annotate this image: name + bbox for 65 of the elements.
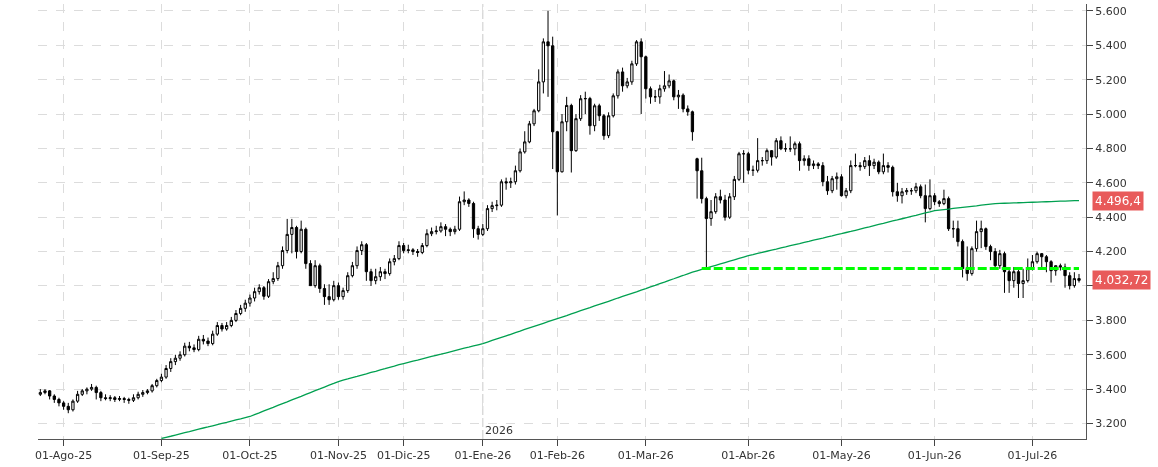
y-tick-label: 5.600 <box>1095 4 1127 18</box>
candlestick <box>485 204 490 232</box>
text: 4.496,4 <box>1095 194 1141 208</box>
candlestick <box>867 154 872 177</box>
candlestick <box>471 201 476 239</box>
candlestick <box>755 137 760 173</box>
candlestick <box>765 147 769 165</box>
ref-line-label: 2026 <box>485 424 513 437</box>
x-tick-label: 01-Jun-26 <box>907 449 962 463</box>
candlestick <box>588 96 592 136</box>
candlestick <box>1002 251 1007 294</box>
x-tick-label: 01-Mar-26 <box>617 449 674 463</box>
x-tick-label: 01-Ago-25 <box>35 449 93 463</box>
candlestick <box>839 173 844 198</box>
y-tick-label: 3.400 <box>1095 382 1127 396</box>
x-tick-label: 01-Nov-25 <box>309 449 367 463</box>
candlestick <box>1016 268 1021 299</box>
y-tick-label: 4.800 <box>1095 142 1127 156</box>
candlestick <box>1077 273 1081 284</box>
candlestick <box>61 400 66 411</box>
y-tick-label: 3.800 <box>1095 314 1127 328</box>
text: 4.032,72 <box>1095 273 1149 287</box>
candlestick <box>397 240 401 261</box>
candlestick <box>797 141 802 172</box>
candlestick <box>117 395 122 402</box>
line-series <box>160 200 1080 439</box>
candlestick <box>653 89 657 103</box>
candlestick <box>336 282 341 301</box>
candlestick <box>187 341 192 352</box>
candlestick <box>499 178 504 208</box>
candlestick <box>788 135 792 153</box>
candlestick <box>234 309 238 323</box>
x-tick-label: 01-Dic-25 <box>376 449 431 463</box>
candlestick <box>57 397 61 407</box>
candlestick <box>951 220 955 239</box>
candlestick <box>742 149 746 184</box>
y-tick-label: 4.400 <box>1095 211 1127 225</box>
y-tick-label: 4.200 <box>1095 245 1127 259</box>
x-tick-label: 01-Ene-26 <box>454 449 512 463</box>
x-tick-label: 01-Abr-26 <box>721 449 776 463</box>
candlestick <box>43 388 47 395</box>
y-tick-label: 3.200 <box>1095 417 1127 431</box>
x-tick-label: 01-Jul-26 <box>1007 449 1058 463</box>
x-tick-label: 01-May-26 <box>812 449 871 463</box>
candlestick <box>364 242 369 282</box>
y-tick-label: 5.400 <box>1095 39 1127 53</box>
y-tick-label: 5.000 <box>1095 107 1127 121</box>
candlestick <box>746 151 750 175</box>
candlestick <box>131 393 136 403</box>
candlestick <box>723 194 727 222</box>
candlestick <box>881 153 886 175</box>
candlestick <box>411 247 415 256</box>
candlestick <box>811 159 816 170</box>
candlestick <box>220 322 224 333</box>
candlestick <box>145 388 150 395</box>
candlestick <box>900 187 904 204</box>
candlestick <box>443 223 448 237</box>
x-tick-label: 01-Oct-25 <box>222 449 278 463</box>
x-tick-label: 01-Sep-25 <box>133 449 190 463</box>
x-tick-label: 01-Feb-26 <box>529 449 586 463</box>
candlestick <box>914 182 918 194</box>
y-tick-label: 4.600 <box>1095 176 1127 190</box>
y-tick-label: 3.600 <box>1095 348 1127 362</box>
y-tick-label: 5.200 <box>1095 73 1127 87</box>
candlestick <box>103 393 108 401</box>
